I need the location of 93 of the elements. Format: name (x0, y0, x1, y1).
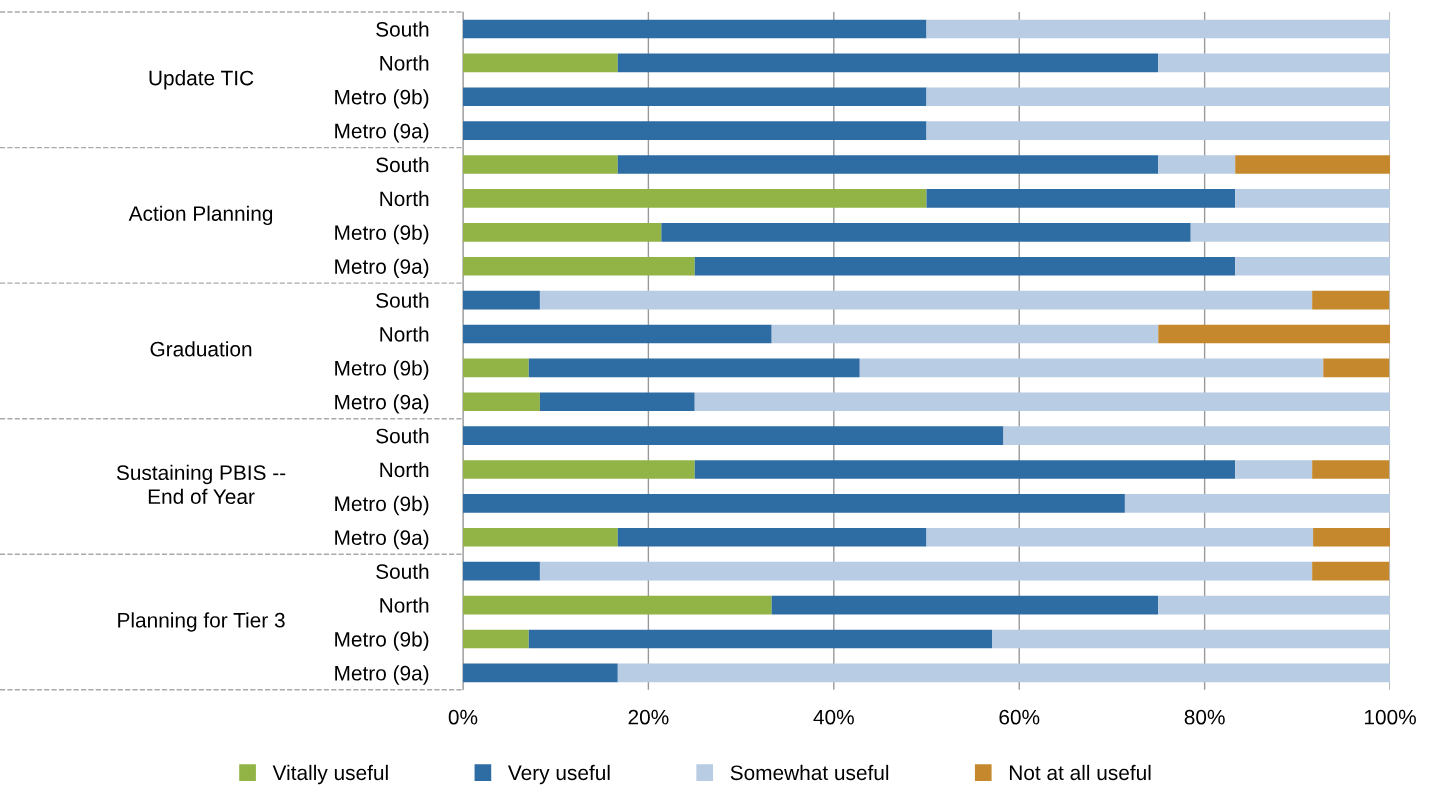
y-tick-label: South (376, 156, 429, 173)
y-tick-label: North (380, 55, 429, 71)
bar (1312, 561, 1390, 581)
y-tick-label: South (376, 563, 429, 579)
y-tick-label: North (380, 190, 429, 207)
bar (462, 53, 618, 73)
bar (1158, 53, 1391, 73)
y-tick-label: Metro (9b) (335, 495, 429, 516)
bar (462, 358, 529, 378)
bar (462, 290, 540, 310)
bar (1312, 290, 1390, 310)
bar (617, 663, 1391, 683)
bar (771, 595, 1159, 615)
bar (694, 256, 1236, 276)
bar (1235, 460, 1313, 479)
bar (1158, 324, 1391, 344)
y-tick-label: South (376, 428, 429, 444)
y-tick-label: South (376, 21, 429, 37)
y-tick-label: Metro (9a) (335, 665, 429, 685)
bar (1003, 426, 1391, 445)
bar (926, 19, 1391, 39)
y-tick-label: South (376, 292, 429, 308)
bar (1158, 595, 1391, 615)
legend-label: Not at all useful (1009, 764, 1151, 781)
text: Update TIC (149, 70, 254, 90)
x-tick-label: 100% (1365, 709, 1416, 725)
y-tick-label: North (380, 597, 429, 613)
y-tick-label: Metro (9a) (335, 394, 429, 414)
x-tick-label: 80% (1184, 709, 1225, 725)
bar (1190, 222, 1390, 242)
bar (1323, 358, 1390, 378)
bar (462, 87, 927, 107)
bar (694, 392, 1391, 412)
bar (462, 663, 618, 683)
bar (926, 189, 1236, 208)
bar (462, 494, 1125, 513)
text: Action Planning (128, 205, 273, 226)
bar (462, 256, 695, 276)
bar (926, 121, 1391, 140)
y-tick-label: Metro (9b) (335, 224, 429, 245)
bar (1124, 494, 1391, 513)
y-tick-label: North (380, 326, 429, 342)
bar (462, 426, 1004, 445)
legend-label: Vitally useful (272, 764, 388, 785)
y-tick-label: Metro (9a) (335, 258, 429, 279)
bar (462, 155, 618, 174)
bar (462, 324, 772, 344)
x-tick-label: 0% (448, 709, 478, 725)
x-tick-label: 60% (999, 709, 1040, 725)
y-tick-label: Metro (9b) (335, 360, 429, 380)
bar (462, 392, 540, 412)
bar (462, 189, 927, 208)
bar (462, 527, 618, 547)
bar (694, 460, 1236, 479)
bar (462, 222, 662, 242)
x-tick-label: 20% (628, 709, 669, 725)
bar (462, 19, 927, 39)
bar (462, 595, 772, 615)
bar (992, 629, 1391, 649)
bar (462, 460, 695, 479)
x-tick-label: 40% (813, 709, 854, 725)
bar (1158, 155, 1236, 174)
bar (617, 155, 1159, 174)
bar (771, 324, 1159, 344)
bar (661, 222, 1191, 242)
bar (1313, 527, 1391, 547)
bar (539, 290, 1313, 310)
legend-label: Somewhat useful (730, 764, 889, 781)
bar (528, 629, 993, 649)
bar (926, 527, 1314, 547)
bar (859, 358, 1324, 378)
bar (1235, 155, 1391, 174)
bar (617, 527, 927, 547)
bar (1312, 460, 1390, 479)
bar (539, 561, 1313, 581)
bar (462, 121, 927, 140)
y-tick-label: Metro (9a) (335, 529, 429, 550)
y-tick-label: North (380, 461, 429, 478)
bar (1235, 189, 1391, 208)
bar (617, 53, 1159, 73)
y-tick-label: Metro (9b) (335, 631, 429, 651)
bar (539, 392, 695, 412)
bar (1235, 256, 1391, 276)
bar (528, 358, 860, 378)
bar (462, 629, 529, 649)
bar (462, 561, 540, 581)
y-tick-label: Metro (9a) (335, 123, 429, 143)
y-tick-label: Metro (9b) (335, 89, 429, 109)
bar (926, 87, 1391, 107)
text: Sustaining PBIS -- End of Year (116, 464, 286, 505)
text: Graduation (150, 341, 252, 357)
text: Planning for Tier 3 (118, 612, 285, 632)
legend-label: Very useful (507, 764, 610, 785)
